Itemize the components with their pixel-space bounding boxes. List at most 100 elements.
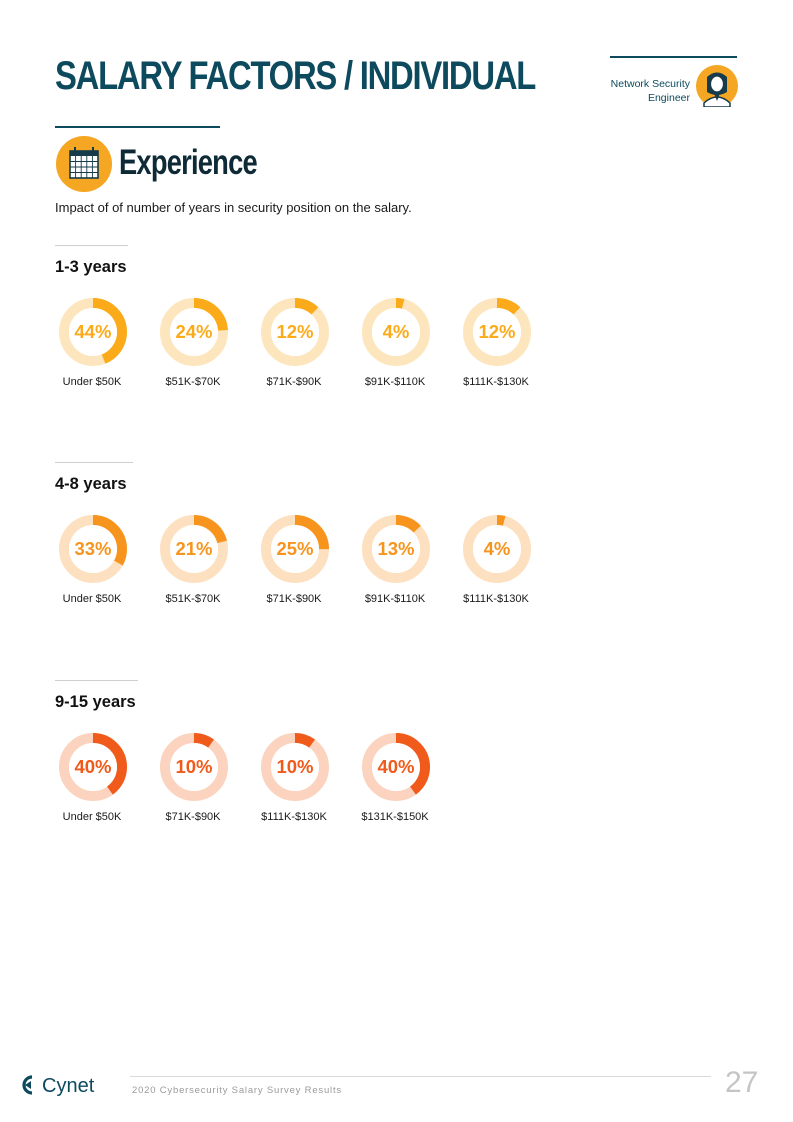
donut-label: $91K-$110K	[364, 593, 426, 605]
donut-label: $51K-$70K	[165, 593, 221, 605]
engineer-avatar-icon	[696, 65, 738, 107]
role-label-line2: Engineer	[647, 92, 690, 104]
role-divider	[610, 56, 737, 58]
donut-percent: 25%	[276, 538, 314, 559]
section-subtitle: Impact of of number of years in security…	[55, 200, 412, 215]
donut-value-arc	[160, 515, 228, 583]
donut-hole	[69, 525, 117, 573]
donut-chart: 40% Under $50K	[47, 730, 137, 840]
donut-ring	[362, 515, 430, 583]
donut-hole	[69, 308, 117, 356]
donut-ring	[160, 733, 228, 801]
donut-value-arc	[362, 515, 430, 583]
donut-percent: 10%	[276, 756, 314, 777]
donut-percent: 21%	[175, 538, 213, 559]
donut-value-arc	[362, 298, 430, 366]
donut-chart: 10% $111K-$130K	[249, 730, 339, 840]
footer-text: 2020 Cybersecurity Salary Survey Results	[132, 1085, 342, 1096]
donut-hole	[271, 743, 319, 791]
section-title: Experience	[119, 143, 258, 182]
group-title: 9-15 years	[55, 693, 136, 711]
donut-ring	[463, 515, 531, 583]
experience-group: 4-8 years 33% Under $50K 21% $51K-$70K 25% $71…	[0, 462, 793, 632]
footer-divider	[130, 1076, 711, 1077]
donut-ring	[261, 298, 329, 366]
donut-ring	[59, 733, 127, 801]
donut-label: $111K-$130K	[463, 593, 529, 605]
group-title: 4-8 years	[55, 475, 127, 493]
donut-percent: 24%	[175, 321, 213, 342]
group-title: 1-3 years	[55, 258, 127, 276]
donut-percent: 40%	[74, 756, 112, 777]
donut-label: $71K-$90K	[266, 593, 322, 605]
donut-value-arc	[59, 733, 127, 801]
role-label: Network Security Engineer	[611, 77, 690, 105]
donut-value-arc	[463, 298, 531, 366]
donut-label: $71K-$90K	[266, 376, 322, 388]
donut-chart: 40% $131K-$150K	[350, 730, 440, 840]
donut-value-arc	[261, 298, 329, 366]
donut-row: 33% Under $50K 21% $51K-$70K 25% $71K-$90K 13%…	[0, 512, 793, 622]
donut-hole	[473, 308, 521, 356]
donut-value-arc	[59, 298, 127, 366]
donut-chart: 25% $71K-$90K	[249, 512, 339, 622]
donut-hole	[271, 525, 319, 573]
donut-hole	[170, 525, 218, 573]
donut-label: Under $50K	[62, 376, 122, 388]
donut-hole	[170, 743, 218, 791]
page-number: 27	[725, 1066, 759, 1099]
donut-hole	[372, 743, 420, 791]
section-divider	[55, 126, 220, 128]
donut-ring	[59, 515, 127, 583]
donut-hole	[473, 525, 521, 573]
page-title: SALARY FACTORS / INDIVIDUAL	[55, 54, 536, 98]
donut-row: 44% Under $50K 24% $51K-$70K 12% $71K-$90K 4% $…	[0, 295, 793, 405]
donut-ring	[160, 298, 228, 366]
donut-percent: 40%	[377, 756, 415, 777]
donut-hole	[271, 308, 319, 356]
donut-chart: 12% $111K-$130K	[451, 295, 541, 405]
donut-ring	[463, 298, 531, 366]
donut-chart: 10% $71K-$90K	[148, 730, 238, 840]
donut-ring	[362, 298, 430, 366]
donut-percent: 10%	[175, 756, 213, 777]
donut-chart: 4% $111K-$130K	[451, 512, 541, 622]
group-divider	[55, 462, 133, 463]
donut-percent: 44%	[74, 321, 112, 342]
donut-chart: 12% $71K-$90K	[249, 295, 339, 405]
donut-percent: 33%	[74, 538, 112, 559]
donut-ring	[160, 515, 228, 583]
donut-label: $111K-$130K	[463, 376, 529, 388]
donut-label: $111K-$130K	[261, 811, 327, 823]
donut-chart: 21% $51K-$70K	[148, 512, 238, 622]
donut-label: $71K-$90K	[165, 811, 221, 823]
experience-group: 1-3 years 44% Under $50K 24% $51K-$70K 12% $71…	[0, 245, 793, 415]
cynet-logo: Cynet	[22, 1075, 95, 1097]
experience-group: 9-15 years 40% Under $50K 10% $71K-$90K 10% $1…	[0, 680, 793, 850]
calendar-icon	[56, 136, 112, 192]
donut-value-arc	[160, 733, 228, 801]
role-label-line1: Network Security	[610, 78, 690, 90]
donut-percent: 4%	[382, 321, 410, 342]
donut-value-arc	[463, 515, 531, 583]
donut-percent: 13%	[377, 538, 415, 559]
donut-ring	[362, 733, 430, 801]
donut-label: Under $50K	[62, 811, 122, 823]
donut-percent: 12%	[276, 321, 314, 342]
donut-label: $131K-$150K	[361, 811, 429, 823]
donut-row: 40% Under $50K 10% $71K-$90K 10% $111K-$130K 4…	[0, 730, 793, 840]
donut-hole	[372, 308, 420, 356]
donut-chart: 24% $51K-$70K	[148, 295, 238, 405]
donut-value-arc	[160, 298, 228, 366]
donut-value-arc	[362, 733, 430, 801]
donut-percent: 4%	[483, 538, 511, 559]
donut-value-arc	[261, 515, 329, 583]
donut-value-arc	[261, 733, 329, 801]
donut-label: $51K-$70K	[165, 376, 221, 388]
donut-label: Under $50K	[62, 593, 122, 605]
donut-value-arc	[59, 515, 127, 583]
donut-ring	[261, 515, 329, 583]
group-divider	[55, 680, 138, 681]
donut-label: $91K-$110K	[364, 376, 426, 388]
donut-chart: 4% $91K-$110K	[350, 295, 440, 405]
